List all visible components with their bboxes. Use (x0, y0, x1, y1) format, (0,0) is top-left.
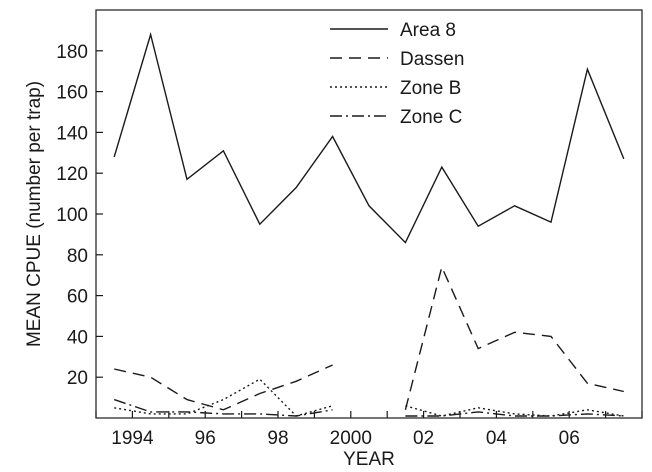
series-line-zone-c (405, 411, 624, 417)
series-lines (113, 31, 625, 417)
x-tick-label: 06 (559, 428, 580, 449)
legend: Area 8 Dassen Zone B Zone C (330, 20, 464, 128)
y-tick-label: 100 (56, 205, 88, 226)
x-tick-label: 1994 (111, 428, 154, 449)
series-line-dassen (114, 364, 333, 411)
y-axis-title: MEAN CPUE (number per trap) (24, 81, 45, 347)
plot-frame (95, 9, 643, 419)
x-axis-title: YEAR (343, 449, 395, 470)
y-tick-label: 80 (67, 246, 88, 267)
x-tick-label: 96 (195, 428, 216, 449)
legend-label: Area 8 (400, 20, 456, 41)
legend-label: Zone B (400, 78, 461, 99)
series-line-area-8 (113, 31, 625, 244)
series-line-dassen (404, 264, 624, 410)
x-tick-label: 02 (413, 428, 434, 449)
x-tick-label: 04 (486, 428, 508, 449)
series-line-zone-b (405, 405, 624, 417)
y-tick-label: 60 (67, 287, 88, 308)
y-axis-ticks: 20 40 60 80 100 120 140 160 180 (56, 42, 103, 389)
x-tick-label: 2000 (330, 428, 372, 449)
series-line-zone-c (113, 398, 333, 417)
y-tick-label: 120 (56, 164, 88, 185)
x-axis-ticks: 1994 96 98 2000 02 04 06 (95, 411, 643, 449)
y-tick-label: 20 (67, 368, 88, 389)
legend-label: Zone C (400, 107, 462, 128)
y-tick-label: 40 (67, 327, 88, 348)
legend-label: Dassen (400, 49, 464, 70)
y-tick-label: 160 (56, 83, 88, 104)
y-tick-label: 180 (56, 42, 88, 63)
x-tick-label: 98 (267, 428, 288, 449)
y-tick-label: 140 (56, 123, 88, 144)
